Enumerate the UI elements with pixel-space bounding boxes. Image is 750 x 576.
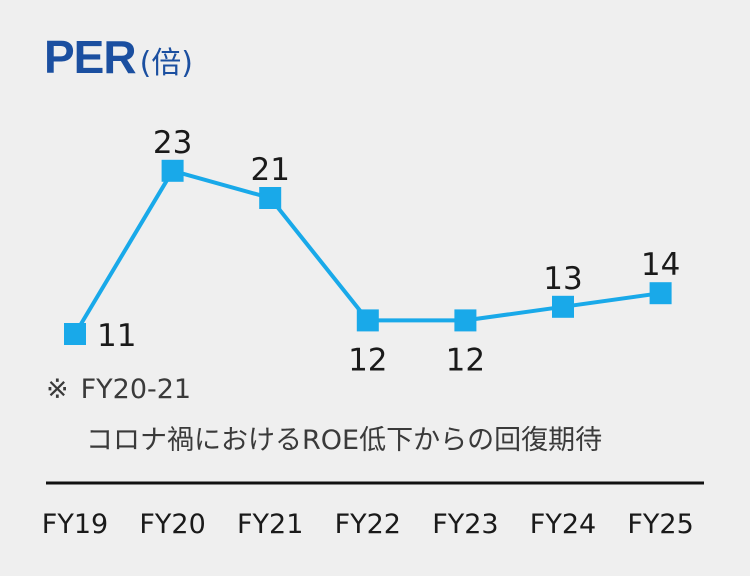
x-tick-label-fy24: FY24 <box>530 509 596 540</box>
footnote-period: FY20-21 <box>80 374 192 405</box>
x-tick-label-fy20: FY20 <box>139 509 205 540</box>
chart-title-main: PER <box>44 31 137 83</box>
footnote-line-1: ※ FY20-21 <box>46 374 191 405</box>
data-label-fy24: 13 <box>543 261 582 297</box>
footnote-line-2: コロナ禍におけるROE低下からの回復期待 <box>86 425 603 456</box>
data-point-fy23 <box>454 309 477 332</box>
data-label-fy22: 12 <box>348 342 387 378</box>
data-point-fy19 <box>64 323 86 345</box>
data-label-fy25: 14 <box>641 247 680 283</box>
data-point-fy24 <box>552 295 574 318</box>
x-tick-label-fy22: FY22 <box>335 509 401 540</box>
x-tick-label-fy19: FY19 <box>42 509 108 540</box>
reference-mark: ※ <box>46 374 69 405</box>
data-label-fy19: 11 <box>97 318 136 354</box>
data-label-fy23: 12 <box>446 342 485 378</box>
chart-title: PER (倍) <box>44 30 193 84</box>
x-tick-label-fy21: FY21 <box>237 509 303 540</box>
x-tick-label-fy23: FY23 <box>432 509 498 540</box>
data-label-fy20: 23 <box>153 125 192 161</box>
x-tick-label-fy25: FY25 <box>627 509 693 540</box>
data-point-fy21 <box>259 187 282 209</box>
chart-title-unit: (倍) <box>139 46 194 81</box>
data-point-fy22 <box>356 309 379 332</box>
data-label-fy21: 21 <box>250 152 289 188</box>
data-point-fy20 <box>161 159 184 182</box>
data-point-fy25 <box>649 282 672 305</box>
